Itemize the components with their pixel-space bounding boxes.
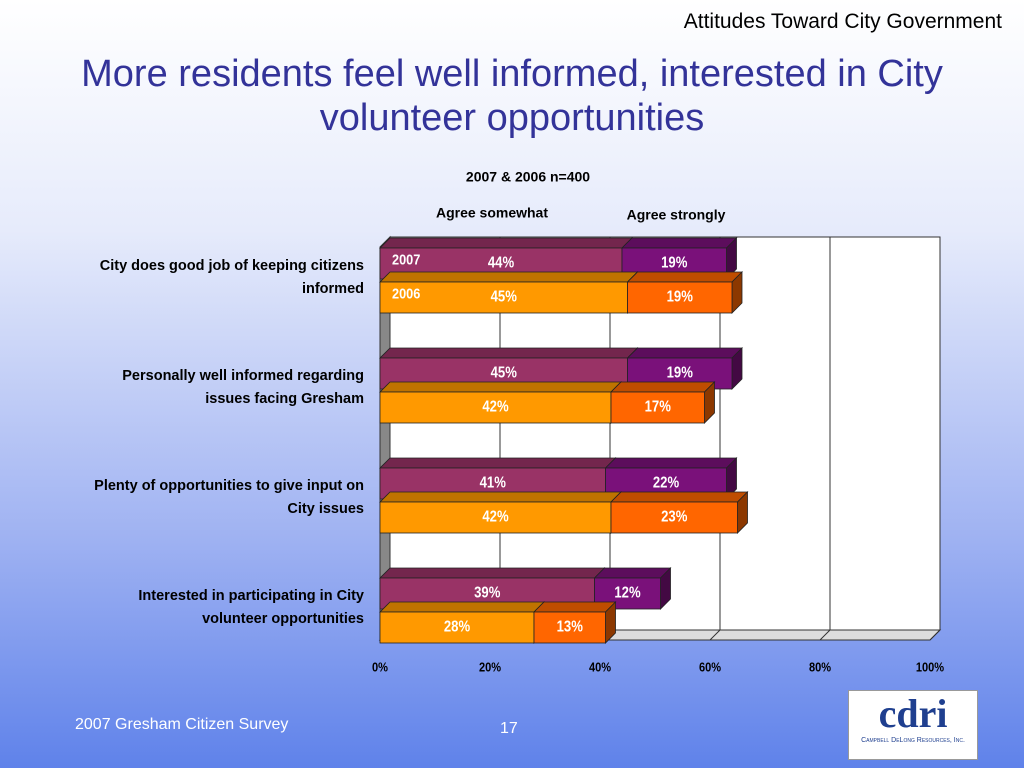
footer: 2007 Gresham Citizen Survey bbox=[75, 716, 289, 733]
bar bbox=[610, 501, 738, 534]
bar-top bbox=[593, 567, 672, 579]
x-tick-label: 0% bbox=[372, 660, 388, 675]
value-label: 13% bbox=[557, 619, 583, 636]
logo: cdri Campbell DeLong Resources, Inc. bbox=[848, 690, 978, 760]
bar bbox=[379, 281, 628, 314]
value-label: 42% bbox=[482, 399, 508, 416]
bar-top bbox=[604, 457, 738, 469]
bar bbox=[379, 391, 612, 424]
value-label: 41% bbox=[480, 475, 506, 492]
value-label: 19% bbox=[667, 365, 693, 382]
chart-subtitle: 2007 & 2006 n=400 bbox=[466, 169, 590, 185]
bar-top bbox=[379, 271, 639, 283]
value-label: 45% bbox=[491, 289, 517, 306]
bar-top bbox=[533, 601, 617, 613]
x-tick-label: 20% bbox=[479, 660, 501, 675]
category-label: Plenty of opportunities to give input on… bbox=[94, 478, 364, 517]
x-tick-label: 40% bbox=[589, 660, 611, 675]
bar-top bbox=[379, 381, 622, 393]
bar-top bbox=[379, 457, 617, 469]
bar-top bbox=[379, 601, 545, 613]
year-label: 2007 bbox=[392, 250, 421, 267]
bar-top bbox=[379, 491, 622, 503]
year-label: 2006 bbox=[392, 284, 421, 301]
header: Attitudes Toward City Government bbox=[683, 10, 1002, 33]
category-label: Personally well informed regarding issue… bbox=[122, 368, 364, 407]
bar-top bbox=[610, 491, 749, 503]
value-label: 22% bbox=[653, 475, 679, 492]
x-tick-label: 100% bbox=[916, 660, 944, 675]
value-label: 45% bbox=[491, 365, 517, 382]
value-label: 44% bbox=[488, 255, 514, 272]
bar-top bbox=[379, 567, 606, 579]
value-label: 19% bbox=[667, 289, 693, 306]
value-label: 19% bbox=[661, 255, 687, 272]
bar bbox=[379, 501, 612, 534]
page-number: 17 bbox=[500, 720, 518, 737]
bar-top bbox=[621, 237, 738, 249]
grid-line bbox=[819, 237, 831, 641]
bar-top bbox=[626, 347, 743, 359]
logo-subtext: Campbell DeLong Resources, Inc. bbox=[861, 737, 965, 744]
value-label: 23% bbox=[661, 509, 687, 526]
x-tick-label: 80% bbox=[809, 660, 831, 675]
bar-top bbox=[379, 237, 633, 249]
bar bbox=[627, 281, 733, 314]
value-label: 17% bbox=[645, 399, 671, 416]
bar-top bbox=[610, 381, 716, 393]
slide-title: More residents feel well informed, inter… bbox=[81, 53, 943, 139]
category-label: City does good job of keeping citizens i… bbox=[99, 258, 364, 297]
value-label: 39% bbox=[474, 585, 500, 602]
bar-top bbox=[626, 271, 743, 283]
bar bbox=[533, 611, 606, 644]
value-label: 28% bbox=[444, 619, 470, 636]
logo-text: cdri bbox=[878, 691, 948, 736]
grid-line bbox=[929, 237, 941, 641]
x-tick-label: 60% bbox=[699, 660, 721, 675]
value-label: 42% bbox=[482, 509, 508, 526]
value-label: 12% bbox=[614, 585, 640, 602]
bar bbox=[610, 391, 705, 424]
legend-label: Agree somewhat bbox=[436, 205, 548, 221]
category-label: Interested in participating in City volu… bbox=[138, 588, 364, 627]
bar-top bbox=[379, 347, 639, 359]
legend-label: Agree strongly bbox=[627, 207, 726, 223]
